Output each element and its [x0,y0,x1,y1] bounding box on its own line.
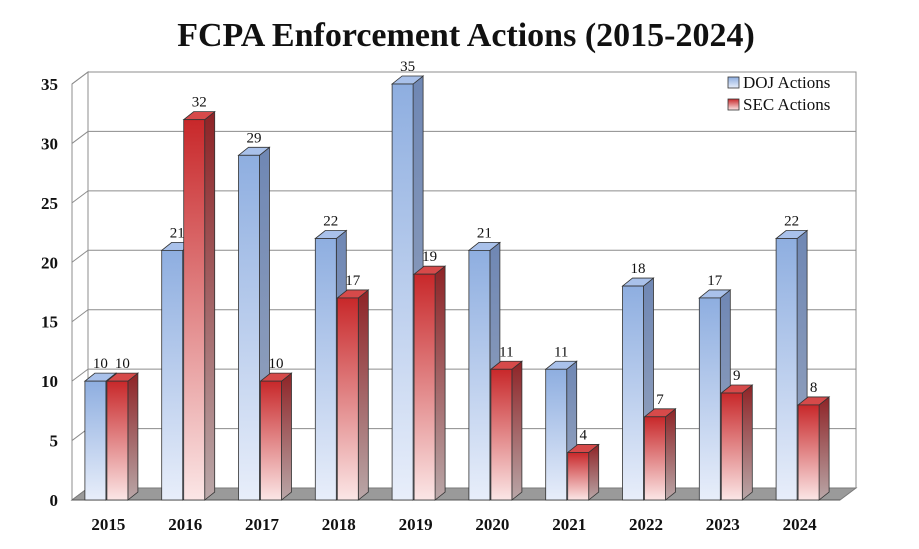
gridline-depth [71,131,89,144]
y-tick-label: 5 [50,432,59,451]
x-tick-label-2019: 2019 [399,515,433,534]
bar-doj-2022 [622,285,644,501]
bar-doj-2018 [314,238,337,501]
bar-side-sec-2022 [665,407,676,501]
gridline-depth [71,71,89,85]
legend-swatch-doj [727,76,740,89]
bar-sec-2020 [490,368,513,501]
data-label-doj-2023: 17 [707,273,723,289]
x-tick-label-2018: 2018 [322,515,356,534]
bar-side-sec-2018 [357,289,369,501]
bar-sec-2016 [183,119,206,501]
data-labels: 10 10 21 32 29 10 22 17 35 19 21 11 11 4 18 7 17 9 22 8 [93,59,817,443]
bar-doj-2021 [545,368,568,501]
gridline-depth [71,368,89,382]
bar-doj-2015 [84,380,107,501]
x-tick-label-2017: 2017 [245,515,280,534]
bar-sec-2024 [797,404,820,501]
data-label-doj-2019: 35 [400,59,415,75]
data-label-doj-2018: 22 [323,214,338,230]
bar-sec-2019 [413,273,436,501]
bars [83,75,831,501]
data-label-sec-2017: 10 [269,356,284,372]
y-tick-label: 15 [41,313,58,332]
bar-sec-2022 [644,416,666,501]
x-tick-label-2016: 2016 [168,515,202,534]
gridline-depth [71,249,89,263]
data-label-sec-2020: 11 [499,344,513,360]
x-tick-label-2023: 2023 [706,515,740,534]
bar-doj-2020 [468,249,491,501]
y-tick-label: 10 [41,372,58,391]
data-label-sec-2023: 9 [733,368,741,384]
legend-label-sec: SEC Actions [743,95,830,114]
bar-side-sec-2021 [588,443,600,501]
x-axis: 2015 2016 2017 2018 2019 2020 2021 2022 2023 2024 [91,515,817,534]
bar-side-sec-2023 [741,384,753,501]
data-label-sec-2022: 7 [656,392,664,408]
x-tick-label-2015: 2015 [91,515,125,534]
data-label-doj-2017: 29 [247,130,262,146]
data-label-doj-2021: 11 [554,344,568,360]
data-label-doj-2020: 21 [477,225,492,241]
bar-sec-2017 [260,380,282,501]
bar-side-sec-2024 [818,396,830,501]
y-tick-label: 20 [41,253,58,272]
chart-title: FCPA Enforcement Actions (2015-2024) [177,17,755,54]
gridline-depth [71,309,89,323]
bar-sec-2018 [336,297,359,501]
x-tick-label-2021: 2021 [552,515,586,534]
data-label-sec-2021: 4 [579,427,587,443]
bar-side-sec-2019 [434,265,446,501]
bar-doj-2016 [161,249,184,501]
x-tick-label-2022: 2022 [629,515,663,534]
data-label-doj-2015: 10 [93,356,108,372]
y-tick-label: 25 [41,194,58,213]
y-tick-label: 0 [50,491,59,510]
bar-sec-2021 [567,452,590,501]
bar-side-sec-2017 [281,372,292,501]
bar-doj-2024 [775,238,798,501]
data-label-sec-2016: 32 [192,95,207,111]
data-label-doj-2024: 22 [784,214,799,230]
data-label-doj-2022: 18 [631,261,646,277]
x-tick-label-2020: 2020 [475,515,509,534]
legend: DOJ Actions SEC Actions [727,73,830,114]
x-tick-label-2024: 2024 [783,515,818,534]
legend-swatch-sec [727,98,740,111]
bar-side-sec-2016 [204,110,216,501]
data-label-sec-2019: 19 [422,249,437,265]
data-label-sec-2024: 8 [810,380,818,396]
y-axis: 0 5 10 15 20 25 30 35 [41,75,58,510]
data-label-doj-2016: 21 [170,225,185,241]
bar-sec-2023 [720,392,743,501]
bar-side-sec-2020 [511,360,523,501]
data-label-sec-2018: 17 [345,273,361,289]
legend-label-doj: DOJ Actions [743,73,830,92]
y-tick-label: 30 [41,134,58,153]
y-tick-label: 35 [41,75,58,94]
bar-side-sec-2015 [127,372,139,501]
bar-doj-2017 [238,154,260,501]
gridline-depth [71,190,89,204]
data-label-sec-2015: 10 [115,356,130,372]
bar-sec-2015 [106,380,129,501]
bar-doj-2023 [698,297,721,501]
bar-doj-2019 [391,83,414,501]
